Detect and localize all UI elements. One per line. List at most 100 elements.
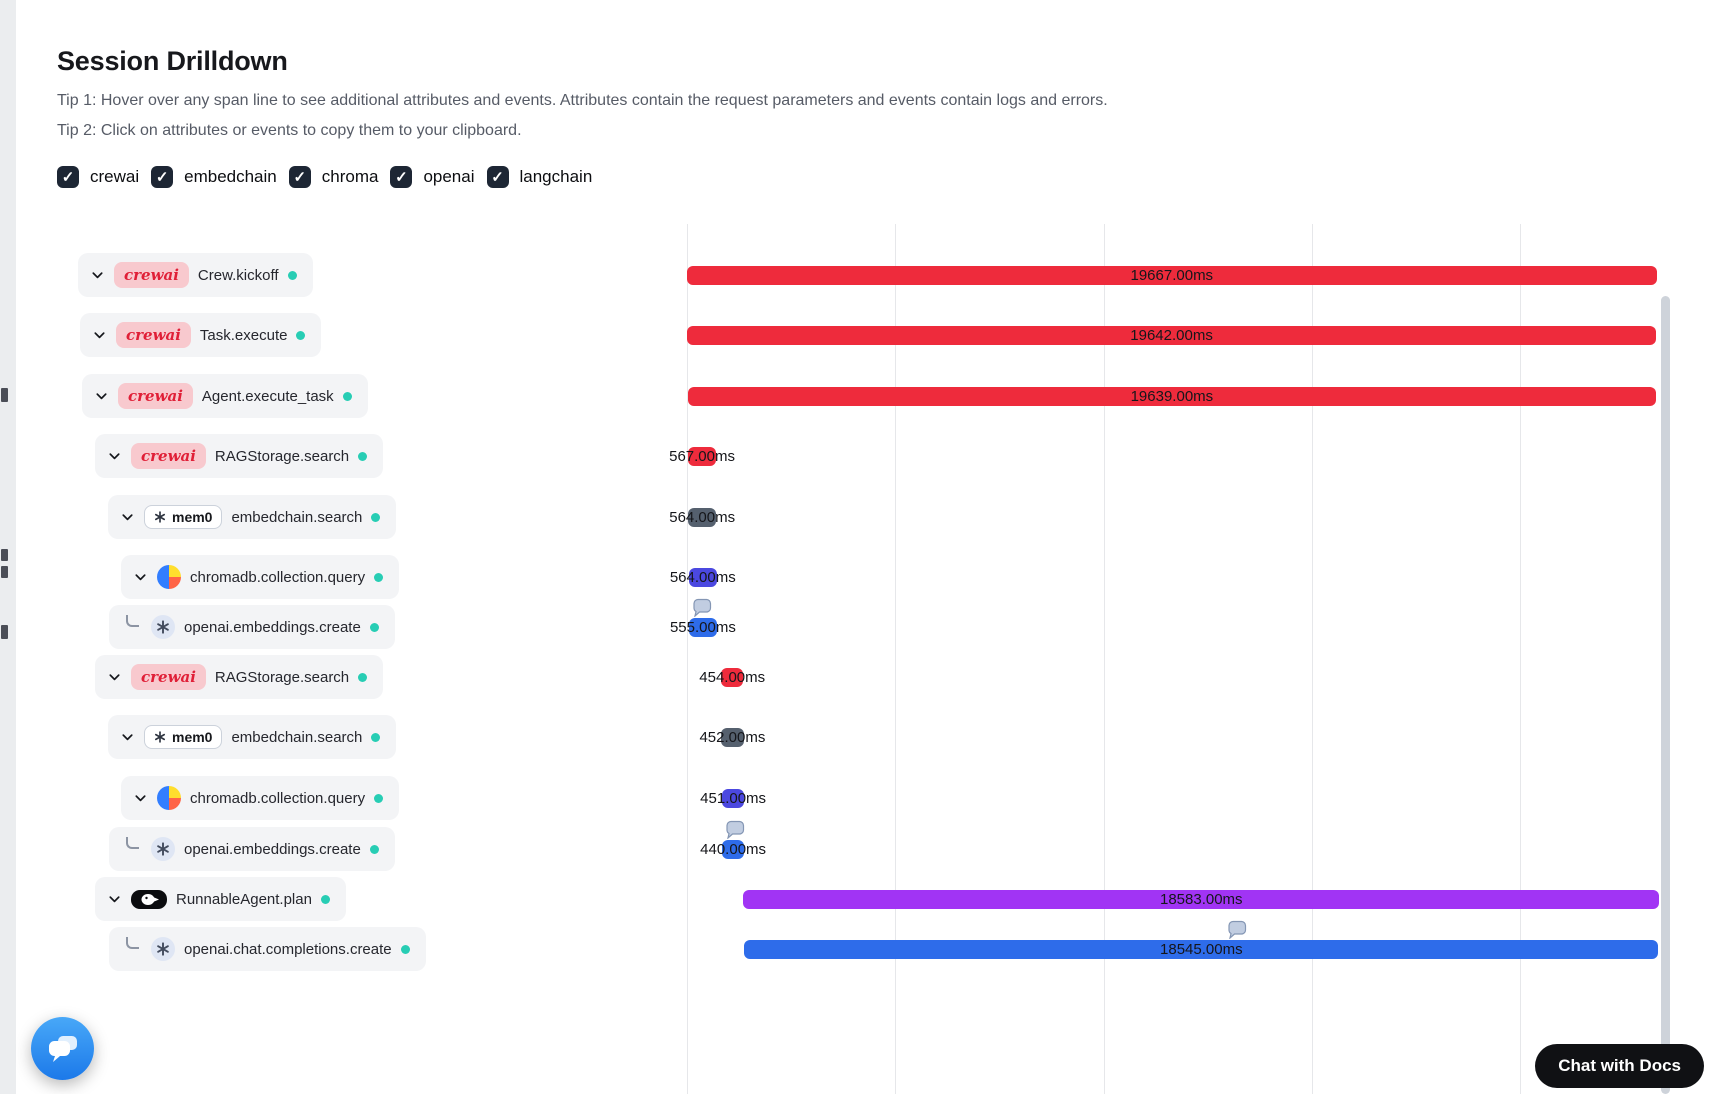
span-name: chromadb.collection.query xyxy=(190,789,366,807)
event-bubble-icon[interactable] xyxy=(725,820,745,840)
span-name: RunnableAgent.plan xyxy=(176,890,312,908)
expand-chevron-icon[interactable] xyxy=(133,570,148,585)
span-label-group[interactable]: chromadb.collection.query xyxy=(121,555,400,599)
span-row[interactable]: crewai RAGStorage.search 454.00ms xyxy=(0,655,1725,699)
span-label-group[interactable]: RunnableAgent.plan xyxy=(95,877,346,921)
elbow-connector xyxy=(126,615,139,627)
span-label-group[interactable]: openai.chat.completions.create xyxy=(109,927,426,971)
span-row[interactable]: mem0 embedchain.search 564.00ms xyxy=(0,495,1725,539)
duration-label: 451.00ms xyxy=(700,790,767,807)
openai-icon xyxy=(151,837,175,861)
filter-langchain[interactable]: ✓ langchain xyxy=(486,166,593,188)
status-dot xyxy=(287,270,297,280)
duration-label: 19642.00ms xyxy=(1130,327,1213,344)
span-row[interactable]: crewai Task.execute 19642.00ms xyxy=(0,313,1725,357)
span-label-group[interactable]: chromadb.collection.query xyxy=(121,776,400,820)
event-bubble-icon[interactable] xyxy=(1227,920,1247,940)
filter-label: chroma xyxy=(321,167,379,186)
checkbox-icon[interactable]: ✓ xyxy=(151,166,174,188)
duration-bar[interactable] xyxy=(721,668,744,687)
duration-bar[interactable] xyxy=(687,326,1656,345)
span-row[interactable]: crewai RAGStorage.search 567.00ms xyxy=(0,434,1725,478)
duration-label: 555.00ms xyxy=(669,619,736,636)
span-label-group[interactable]: openai.embeddings.create xyxy=(109,605,395,649)
span-name: openai.chat.completions.create xyxy=(184,940,392,958)
status-dot xyxy=(369,622,379,632)
expand-chevron-icon[interactable] xyxy=(120,510,135,525)
span-row[interactable]: crewai Crew.kickoff 19667.00ms xyxy=(0,253,1725,297)
duration-bar[interactable] xyxy=(722,789,745,808)
filter-label: crewai xyxy=(90,167,140,186)
expand-chevron-icon[interactable] xyxy=(94,389,109,404)
duration-bar[interactable] xyxy=(689,618,717,637)
elbow-connector xyxy=(126,837,139,849)
span-row[interactable]: openai.chat.completions.create 18545.00ms xyxy=(0,920,1725,971)
filter-chroma[interactable]: ✓ chroma xyxy=(288,166,379,188)
filter-label: langchain xyxy=(519,167,593,186)
tip-text-1: Tip 1: Hover over any span line to see a… xyxy=(57,92,1108,109)
crewai-logo: crewai xyxy=(118,383,193,409)
expand-chevron-icon[interactable] xyxy=(107,670,122,685)
expand-chevron-icon[interactable] xyxy=(92,328,107,343)
checkbox-icon[interactable]: ✓ xyxy=(288,166,311,188)
expand-chevron-icon[interactable] xyxy=(90,268,105,283)
duration-bar[interactable] xyxy=(744,940,1659,959)
checkbox-icon[interactable]: ✓ xyxy=(390,166,413,188)
span-name: openai.embeddings.create xyxy=(184,618,361,636)
duration-bar[interactable] xyxy=(687,387,1656,406)
timeline-gridline xyxy=(1104,224,1105,1094)
filter-embedchain[interactable]: ✓ embedchain xyxy=(151,166,277,188)
event-bubble-icon[interactable] xyxy=(692,598,712,618)
span-label-group[interactable]: crewai Agent.execute_task xyxy=(82,374,368,418)
duration-bar[interactable] xyxy=(721,728,744,747)
timeline-gridline xyxy=(895,224,896,1094)
chat-launcher[interactable] xyxy=(31,1017,94,1080)
left-gutter-strip xyxy=(0,0,16,1094)
expand-chevron-icon[interactable] xyxy=(120,730,135,745)
clipped-background-artifact xyxy=(1,625,8,639)
duration-bar[interactable] xyxy=(743,890,1660,909)
span-name: embedchain.search xyxy=(231,728,363,746)
filter-row: ✓ crewai ✓ embedchain ✓ chroma ✓ openai ✓ langcha… xyxy=(57,166,592,188)
clipped-background-artifact xyxy=(1,549,8,561)
span-row[interactable]: openai.embeddings.create 440.00ms xyxy=(0,820,1725,871)
filter-crewai[interactable]: ✓ crewai xyxy=(57,166,139,188)
span-row[interactable]: openai.embeddings.create 555.00ms xyxy=(0,598,1725,649)
span-name: RAGStorage.search xyxy=(214,447,350,465)
expand-chevron-icon[interactable] xyxy=(107,449,122,464)
span-row[interactable]: chromadb.collection.query 564.00ms xyxy=(0,555,1725,599)
duration-bar[interactable] xyxy=(688,508,717,527)
span-label-group[interactable]: crewai Crew.kickoff xyxy=(78,253,313,297)
crewai-logo: crewai xyxy=(116,322,191,348)
expand-chevron-icon[interactable] xyxy=(107,892,122,907)
duration-bar[interactable] xyxy=(722,840,744,859)
span-label-group[interactable]: crewai Task.execute xyxy=(80,313,322,357)
duration-bar[interactable] xyxy=(687,266,1657,285)
checkbox-icon[interactable]: ✓ xyxy=(486,166,509,188)
span-row[interactable]: crewai Agent.execute_task 19639.00ms xyxy=(0,374,1725,418)
status-dot xyxy=(371,512,381,522)
span-label-group[interactable]: crewai RAGStorage.search xyxy=(95,434,384,478)
span-label-group[interactable]: mem0 embedchain.search xyxy=(108,715,397,759)
crewai-logo: crewai xyxy=(131,664,206,690)
chat-with-docs-button[interactable]: Chat with Docs xyxy=(1535,1044,1704,1088)
duration-bar[interactable] xyxy=(688,447,717,466)
duration-bar[interactable] xyxy=(688,568,717,587)
checkbox-icon[interactable]: ✓ xyxy=(57,166,79,188)
filter-openai[interactable]: ✓ openai xyxy=(390,166,475,188)
duration-label: 19667.00ms xyxy=(1130,267,1214,284)
span-label-group[interactable]: mem0 embedchain.search xyxy=(108,495,397,539)
span-row[interactable]: chromadb.collection.query 451.00ms xyxy=(0,776,1725,820)
span-label-group[interactable]: crewai RAGStorage.search xyxy=(95,655,384,699)
expand-chevron-icon[interactable] xyxy=(133,791,148,806)
span-row[interactable]: mem0 embedchain.search 452.00ms xyxy=(0,715,1725,759)
duration-label: 18545.00ms xyxy=(1160,941,1243,958)
chat-bubbles-icon xyxy=(47,1034,79,1063)
vertical-scrollbar[interactable] xyxy=(1661,296,1670,1094)
duration-label: 440.00ms xyxy=(700,841,767,858)
span-row[interactable]: RunnableAgent.plan 18583.00ms xyxy=(0,877,1725,921)
duration-label: 567.00ms xyxy=(669,448,735,465)
span-label-group[interactable]: openai.embeddings.create xyxy=(109,827,395,871)
chroma-icon xyxy=(157,565,181,589)
